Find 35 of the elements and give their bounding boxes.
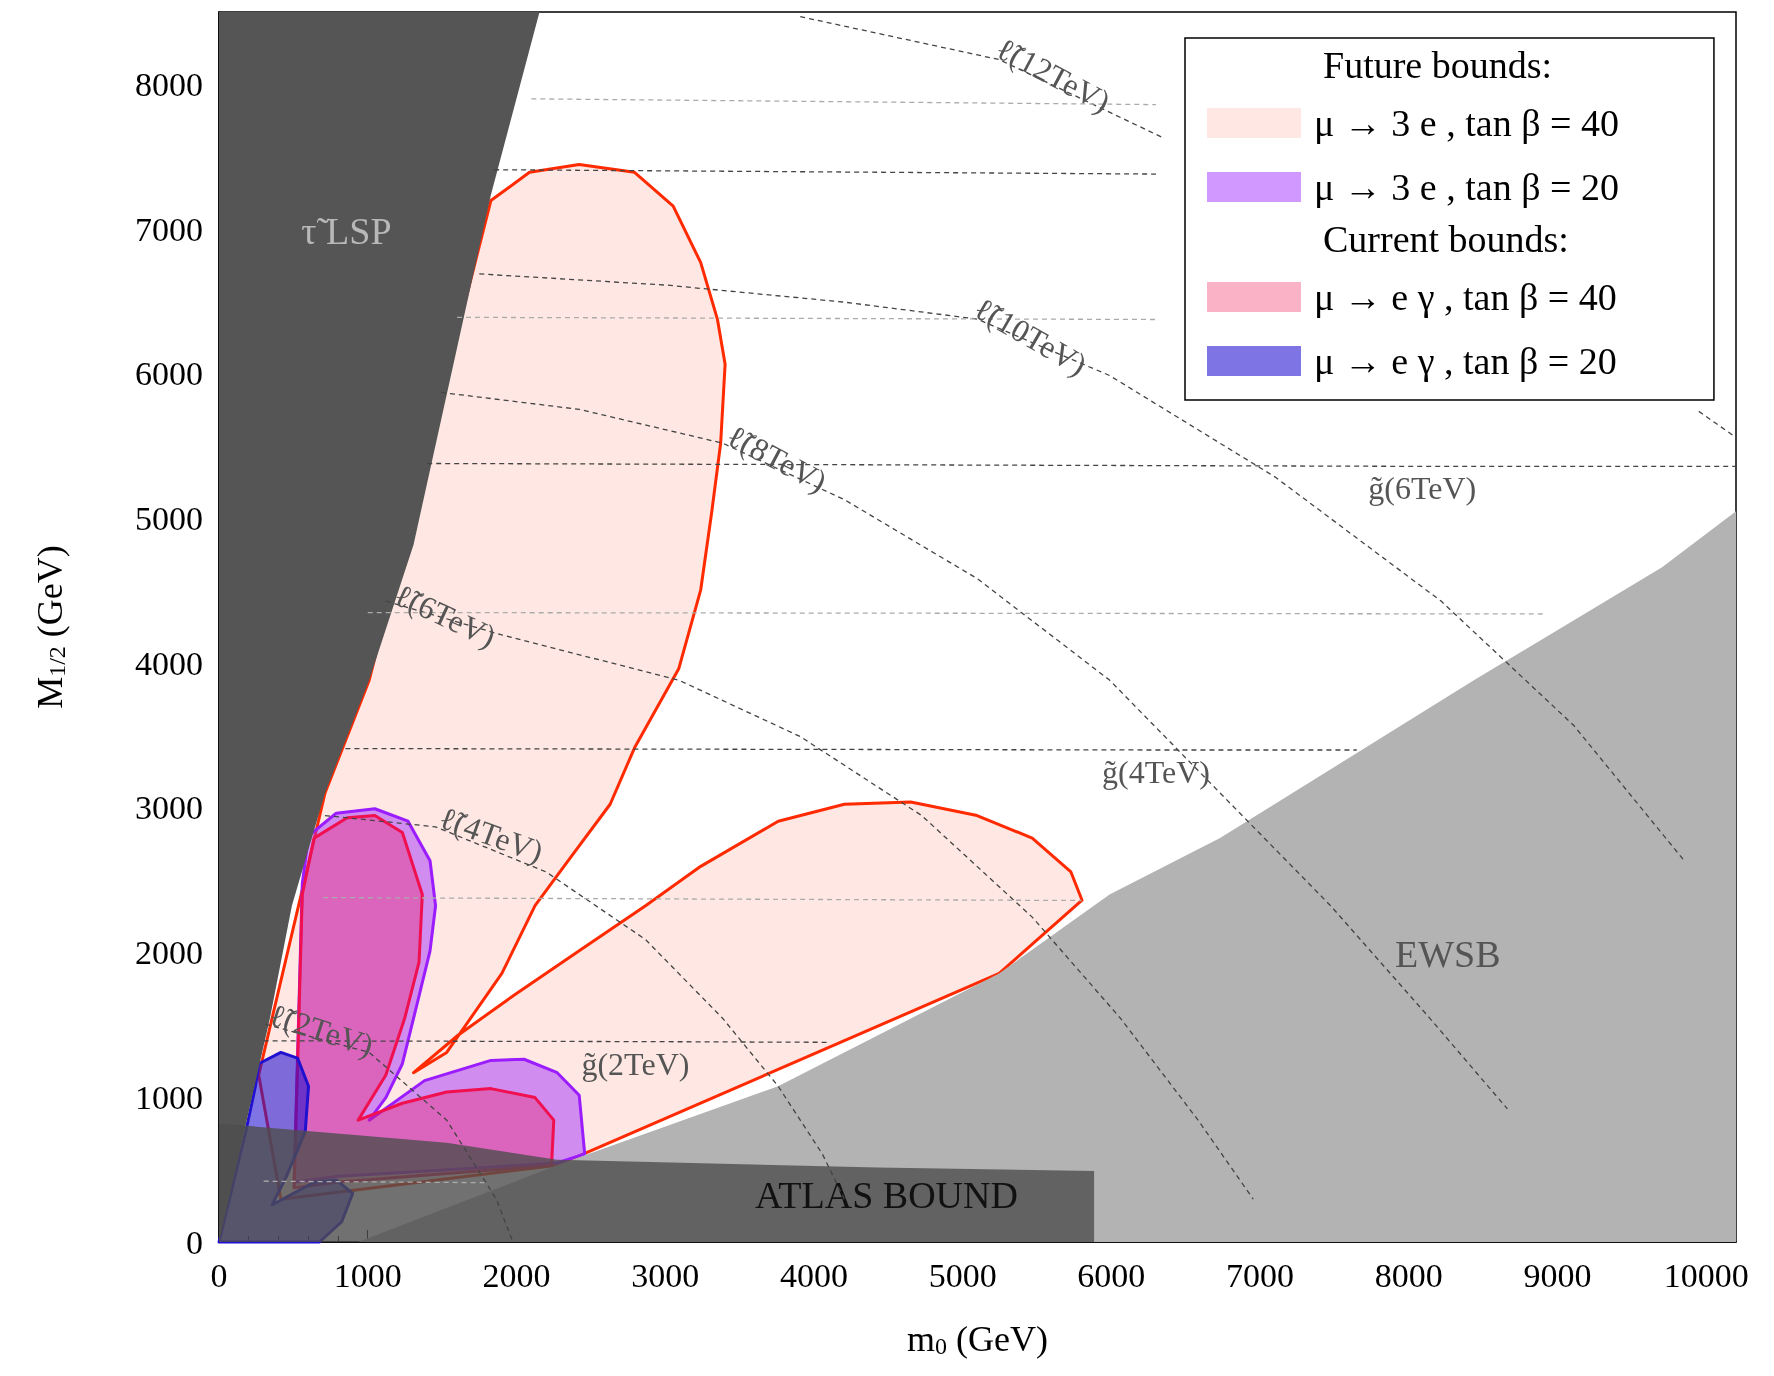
series-label: ATLAS BOUND <box>755 1174 1018 1217</box>
x-tick-label: 4000 <box>779 1256 848 1294</box>
x-tick-label: 5000 <box>928 1256 997 1294</box>
x-tick-label: 1000 <box>333 1256 402 1294</box>
y-axis-title: M1/2 (GeV) <box>30 545 70 709</box>
y-tick-label: 5000 <box>135 499 203 537</box>
y-tick-label: 6000 <box>135 355 203 393</box>
y-tick-label: 3000 <box>135 789 203 827</box>
text: ℓ̃(2TeV) <box>264 996 378 1064</box>
y-tick-label: 0 <box>186 1223 203 1261</box>
annotation: Current bounds: <box>1323 218 1569 260</box>
y-tick-label: 1000 <box>135 1078 203 1116</box>
x-axis-title: m0 (GeV) <box>907 1319 1048 1359</box>
legend-label: μ → e γ , tan β = 40 <box>1314 276 1617 318</box>
series-label: EWSB <box>1394 933 1501 976</box>
x-tick-label: 3000 <box>631 1256 700 1294</box>
x-tick-label: 10000 <box>1663 1256 1749 1294</box>
x-tick-label: 9000 <box>1523 1256 1592 1294</box>
y-tick-label: 4000 <box>135 644 203 682</box>
legend-label: μ → 3 e , tan β = 40 <box>1314 102 1619 144</box>
y-tick-label: 2000 <box>135 934 203 972</box>
series-label: τ̃ LSP <box>301 209 392 252</box>
x-tick-label: 7000 <box>1226 1256 1295 1294</box>
x-tick-label: 0 <box>210 1256 228 1294</box>
legend-label: μ → 3 e , tan β = 20 <box>1314 166 1619 208</box>
y-tick-label: 8000 <box>135 65 203 103</box>
legend-label: μ → e γ , tan β = 20 <box>1314 340 1617 382</box>
series-label: g̃(4TeV) <box>1102 754 1210 790</box>
annotation: Future bounds: <box>1323 44 1553 86</box>
x-tick-label: 8000 <box>1374 1256 1443 1294</box>
y-tick-label: 7000 <box>135 210 203 248</box>
series-label: g̃(2TeV) <box>581 1045 690 1082</box>
x-tick-label: 6000 <box>1077 1256 1146 1294</box>
x-tick-label: 2000 <box>482 1256 551 1294</box>
series-label: g̃(6TeV) <box>1368 470 1477 507</box>
